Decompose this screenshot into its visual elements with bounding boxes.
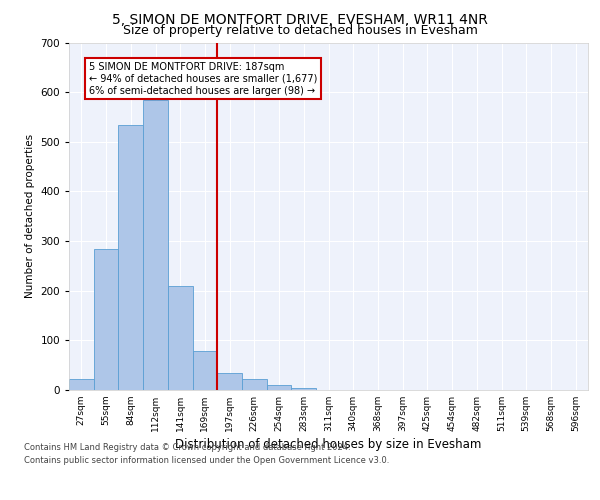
Bar: [292, 388, 316, 390]
Text: Size of property relative to detached houses in Evesham: Size of property relative to detached ho…: [122, 24, 478, 37]
Bar: [242, 379, 267, 390]
Text: 5, SIMON DE MONTFORT DRIVE, EVESHAM, WR11 4NR: 5, SIMON DE MONTFORT DRIVE, EVESHAM, WR1…: [112, 12, 488, 26]
Bar: [217, 372, 242, 390]
Bar: [69, 379, 94, 390]
Bar: [267, 385, 292, 390]
Bar: [143, 100, 168, 390]
Text: Contains public sector information licensed under the Open Government Licence v3: Contains public sector information licen…: [24, 456, 389, 465]
Text: Contains HM Land Registry data © Crown copyright and database right 2024.: Contains HM Land Registry data © Crown c…: [24, 442, 350, 452]
Y-axis label: Number of detached properties: Number of detached properties: [25, 134, 35, 298]
X-axis label: Distribution of detached houses by size in Evesham: Distribution of detached houses by size …: [175, 438, 482, 451]
Bar: [94, 248, 118, 390]
Bar: [168, 286, 193, 390]
Bar: [118, 126, 143, 390]
Text: 5 SIMON DE MONTFORT DRIVE: 187sqm
← 94% of detached houses are smaller (1,677)
6: 5 SIMON DE MONTFORT DRIVE: 187sqm ← 94% …: [89, 62, 317, 96]
Bar: [193, 351, 217, 390]
